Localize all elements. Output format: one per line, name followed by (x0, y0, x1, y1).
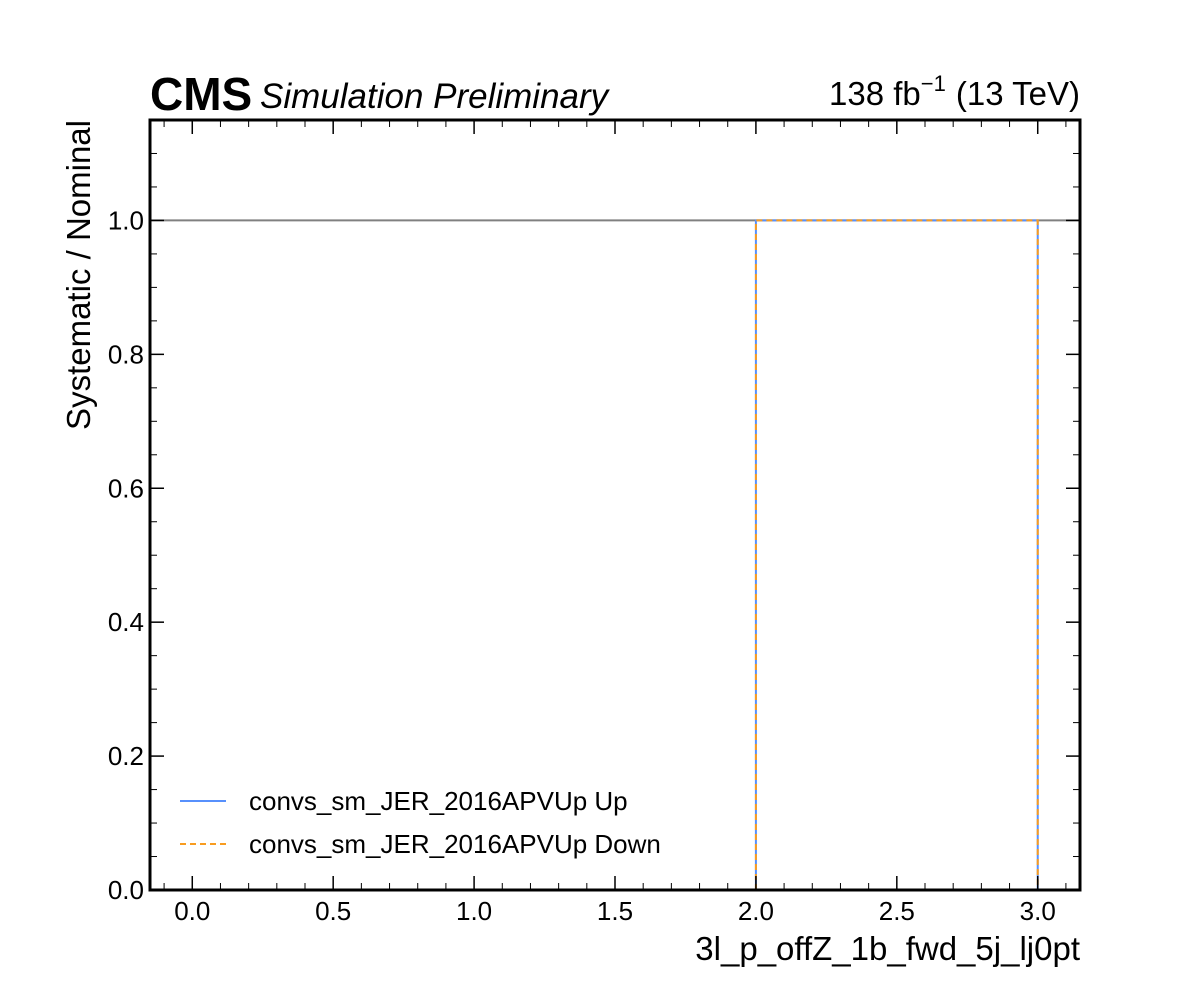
x-tick-label: 0.5 (315, 896, 351, 926)
luminosity-label: 138 fb−1 (13 TeV) (829, 71, 1080, 112)
y-tick-label: 0.6 (108, 473, 144, 503)
experiment-label: CMS (150, 68, 252, 120)
series-line-1 (754, 219, 1039, 890)
y-tick-label: 0.2 (108, 741, 144, 771)
y-axis-label: Systematic / Nominal (60, 120, 97, 430)
y-tick-label: 0.4 (108, 607, 144, 637)
y-tick-label: 0.8 (108, 339, 144, 369)
x-tick-label: 1.0 (456, 896, 492, 926)
x-tick-label: 1.5 (597, 896, 633, 926)
lumi-value: 138 fb (829, 75, 921, 112)
legend: convs_sm_JER_2016APVUp Up convs_sm_JER_20… (180, 786, 661, 859)
plot-frame (148, 118, 1082, 892)
status-label: Simulation Preliminary (260, 77, 611, 116)
series-group (754, 219, 1039, 890)
ticks-group: 0.0 0.5 1.0 1.5 2.0 2.5 3.0 0.0 0.2 0.4 0.6 0.8 1.0 (108, 120, 1080, 926)
x-tick-label: 0.0 (174, 896, 210, 926)
legend-label-0: convs_sm_JER_2016APVUp Up (249, 786, 628, 816)
y-tick-label: 0.0 (108, 875, 144, 905)
series-line-0 (754, 219, 1039, 890)
lumi-exponent: −1 (921, 71, 946, 96)
x-axis-label: 3l_p_offZ_1b_fwd_5j_lj0pt (695, 930, 1080, 967)
y-tick-label: 1.0 (108, 205, 144, 235)
x-tick-label: 2.5 (879, 896, 915, 926)
lumi-energy: (13 TeV) (956, 75, 1080, 112)
legend-label-1: convs_sm_JER_2016APVUp Down (249, 829, 661, 859)
x-tick-label: 2.0 (738, 896, 774, 926)
x-tick-label: 3.0 (1020, 896, 1056, 926)
